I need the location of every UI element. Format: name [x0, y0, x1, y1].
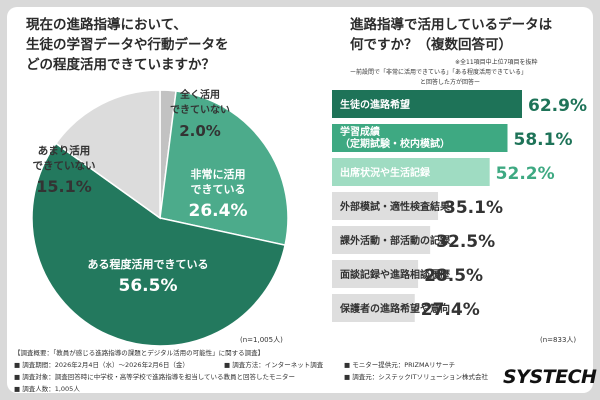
- bar-value-label: 35.1%: [444, 198, 503, 218]
- systech-logo: SYSTECH: [503, 366, 597, 388]
- systech-logo-text: SYSTECH: [503, 366, 597, 388]
- bar-6: [332, 260, 419, 288]
- pie-slice-value: 2.0%: [179, 122, 221, 140]
- bar-category-label: 面談記録や進路相談履歴: [340, 268, 450, 281]
- pie-slice-value: 26.4%: [189, 201, 248, 221]
- bar-category-label: 外部模試・適性検査結果: [339, 200, 451, 213]
- pie-slice: [31, 142, 286, 347]
- bar-7: [332, 294, 415, 322]
- bar-category-label: 保護者の進路希望や意向: [339, 302, 450, 315]
- bar-5: [332, 226, 431, 254]
- right-note-respondents: ー前設問で「非常に活用できている」「ある程度活用できている」: [350, 69, 528, 76]
- bar-category-label: 生徒の進路希望: [340, 98, 410, 111]
- right-note-respondents-2: と回答した方が回答ー: [420, 79, 481, 86]
- bar-category-label: 課外活動・部活動の記録: [340, 234, 451, 247]
- pie-slice-label: 全く活用: [179, 88, 220, 101]
- pie-slice: [159, 90, 289, 247]
- bar-category-label: 学習成績: [340, 125, 380, 138]
- bar-category-label: （定期試験・校内模試）: [340, 137, 450, 150]
- pie-slice-label: できていない: [170, 104, 230, 116]
- pie-slice: [54, 89, 161, 220]
- survey-monitor: ■ モニター提供元：PRIZMAリサーチ: [344, 361, 456, 369]
- right-question-title: 進路指導で活用しているデータは 何ですか？（複数回答可）: [350, 17, 553, 53]
- left-question-title: 現在の進路指導において、 生徒の学習データや行動データを どの程度活用できていま…: [26, 17, 229, 73]
- bar-value-label: 52.2%: [496, 164, 555, 184]
- bar-value-label: 28.5%: [424, 266, 483, 286]
- survey-count: ■ 調査人数：1,005人: [14, 385, 80, 393]
- bar-category-label: 出席状況や生活記録: [340, 166, 431, 179]
- bar-1: [332, 90, 522, 118]
- bar-value-label: 27.4%: [421, 300, 480, 320]
- bar-3: [332, 158, 490, 186]
- survey-target: ■ 調査対象：調査回答時に中学校・高等学校で進路指導を担当している教員と回答した…: [14, 373, 296, 381]
- pie-slice-value: 15.1%: [36, 177, 92, 196]
- pie-slice-label: ある程度活用できている: [88, 257, 209, 271]
- bar-value-label: 32.5%: [436, 232, 495, 252]
- bar-value-label: 62.9%: [528, 96, 587, 116]
- survey-overview: 【調査概要：「教員が感じる進路指導の課題とデジタル活用の可能性」に関する調査】: [14, 349, 265, 357]
- survey-source: ■ 調査元：システックITソリューション株式会社: [344, 373, 488, 381]
- pie-slice-label: 非常に活用: [191, 167, 246, 181]
- bar-value-label: 58.1%: [514, 130, 573, 150]
- survey-period: ■ 調査期間：2026年2月4日（水）〜2026年2月6日（金）: [14, 361, 189, 369]
- pie-slice-label: できている: [191, 183, 246, 196]
- pie-slice-label: できていない: [33, 160, 96, 172]
- pie-slice-label: あまり活用: [38, 144, 91, 157]
- left-sample-size: (n=1,005人): [240, 336, 283, 344]
- survey-method: ■ 調査方法：インターネット調査: [224, 361, 324, 369]
- bar-2: [332, 124, 508, 152]
- right-note-excerpt: ※全11項目中上位7項目を抜粋: [455, 59, 538, 66]
- bar-4: [332, 192, 439, 220]
- right-sample-size: (n=833人): [540, 336, 577, 344]
- pie-slice-value: 56.5%: [119, 276, 178, 296]
